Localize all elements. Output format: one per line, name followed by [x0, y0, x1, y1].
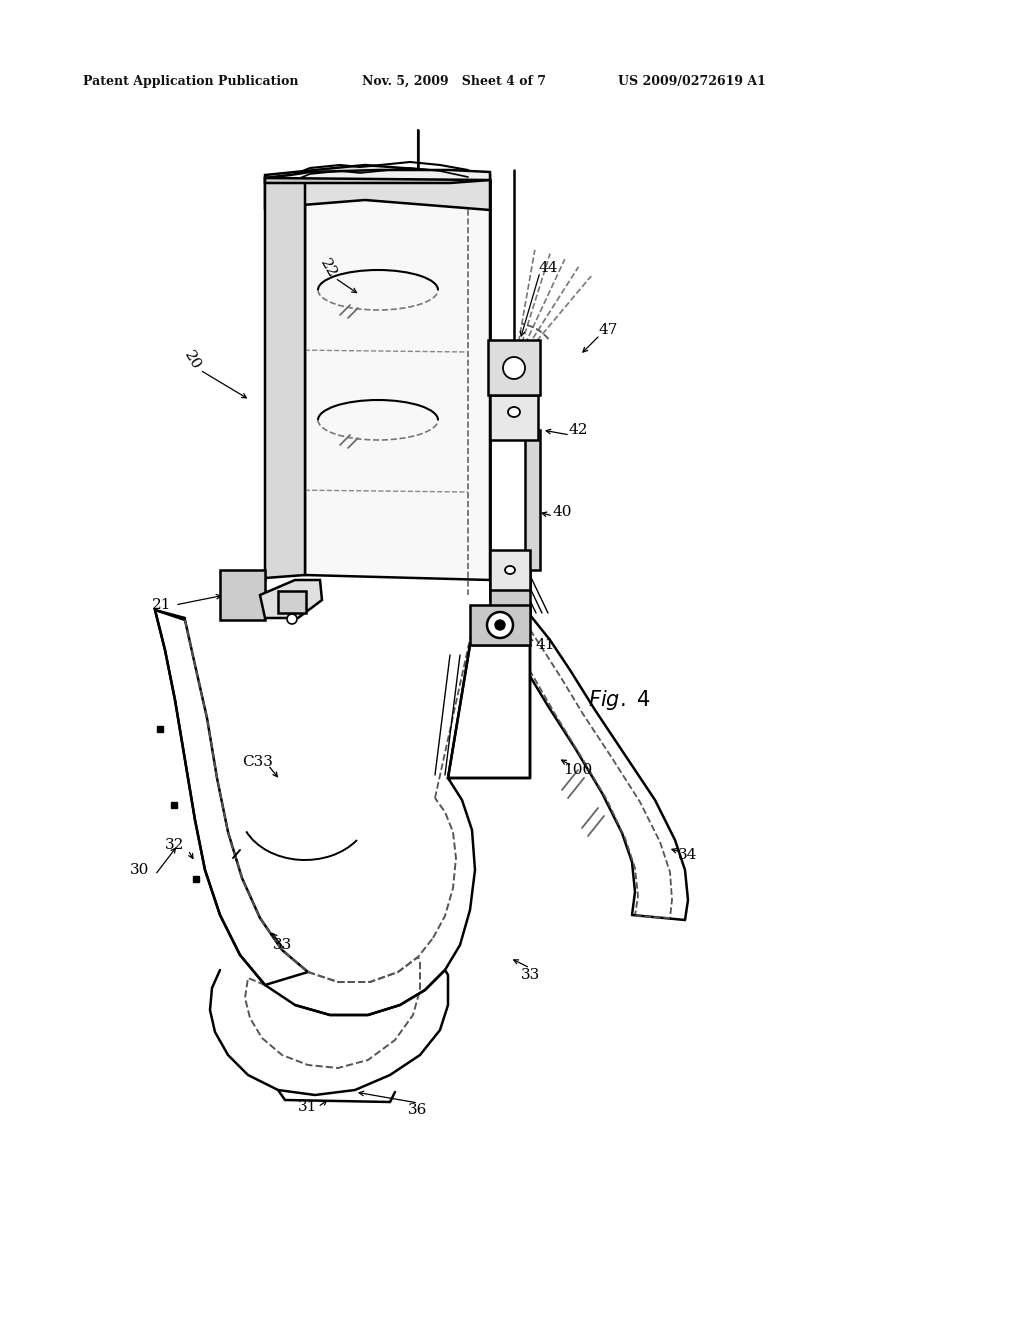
Text: Nov. 5, 2009   Sheet 4 of 7: Nov. 5, 2009 Sheet 4 of 7	[362, 75, 546, 88]
Polygon shape	[490, 550, 530, 590]
Text: 20: 20	[181, 348, 203, 372]
Bar	[193, 876, 199, 882]
Polygon shape	[260, 579, 322, 618]
Ellipse shape	[508, 407, 520, 417]
Circle shape	[495, 620, 505, 630]
Text: 33: 33	[272, 939, 292, 952]
Text: 21: 21	[153, 598, 172, 612]
Polygon shape	[265, 165, 490, 210]
Text: Patent Application Publication: Patent Application Publication	[83, 75, 299, 88]
Polygon shape	[265, 176, 305, 578]
Polygon shape	[220, 570, 265, 620]
Bar	[278, 591, 306, 612]
Text: 30: 30	[130, 863, 150, 876]
Ellipse shape	[505, 566, 515, 574]
Polygon shape	[265, 170, 490, 180]
Polygon shape	[470, 605, 530, 645]
Text: 36: 36	[409, 1104, 428, 1117]
Polygon shape	[155, 610, 308, 985]
Text: 40: 40	[552, 506, 571, 519]
Text: C33: C33	[243, 755, 273, 770]
Polygon shape	[449, 645, 530, 777]
Text: $\mathit{Fig.}$ $\mathit{4}$: $\mathit{Fig.}$ $\mathit{4}$	[588, 688, 650, 711]
Text: 43: 43	[480, 711, 500, 725]
Polygon shape	[490, 395, 538, 440]
Circle shape	[287, 614, 297, 624]
Bar	[157, 726, 163, 733]
Polygon shape	[488, 341, 540, 395]
Text: 22: 22	[317, 256, 339, 280]
Text: 32: 32	[165, 838, 184, 851]
Polygon shape	[265, 176, 490, 183]
Text: US 2009/0272619 A1: US 2009/0272619 A1	[618, 75, 766, 88]
Text: 31: 31	[298, 1100, 317, 1114]
Text: 35: 35	[501, 731, 519, 744]
Text: 44: 44	[539, 261, 558, 275]
Bar	[171, 803, 177, 808]
Circle shape	[503, 356, 525, 379]
Text: 100: 100	[563, 763, 593, 777]
Text: 41: 41	[536, 638, 555, 652]
Text: 42: 42	[568, 422, 588, 437]
Text: 33: 33	[520, 968, 540, 982]
Polygon shape	[525, 430, 540, 570]
Text: 34: 34	[678, 847, 697, 862]
Polygon shape	[305, 176, 490, 579]
Circle shape	[487, 612, 513, 638]
Polygon shape	[490, 565, 530, 615]
Text: 47: 47	[598, 323, 617, 337]
